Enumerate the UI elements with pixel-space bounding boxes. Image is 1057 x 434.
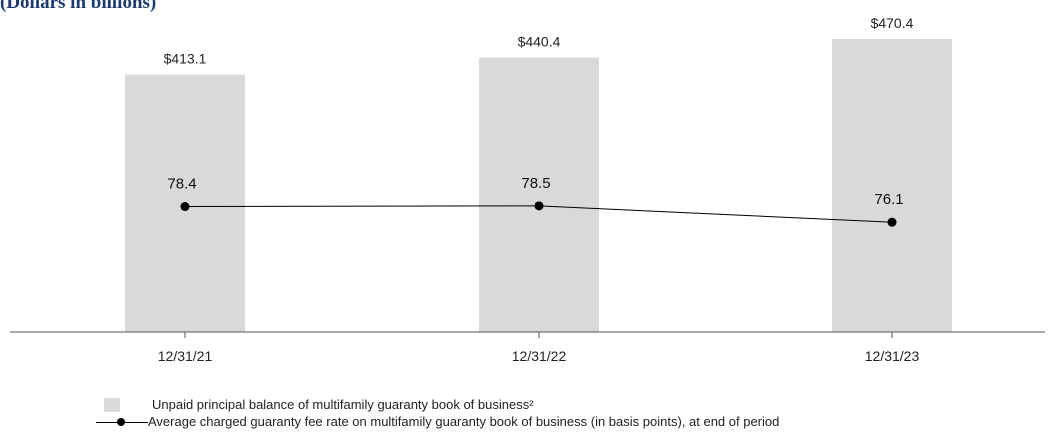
x-tick-label: 12/31/21 <box>158 348 213 364</box>
bar-value-label: $413.1 <box>164 51 207 67</box>
bar-value-label: $470.4 <box>871 15 914 31</box>
legend-swatch-bar <box>104 397 120 412</box>
legend-label-bar: Unpaid principal balance of multifamily … <box>152 397 534 412</box>
legend-item-line: Average charged guaranty fee rate on mul… <box>96 413 779 430</box>
fee-rate-label: 78.4 <box>167 176 196 193</box>
fee-rate-label: 76.1 <box>874 191 903 208</box>
bar <box>832 38 952 332</box>
chart-title: (Dollars in billions) <box>0 0 157 13</box>
fee-rate-label: 78.5 <box>521 175 550 192</box>
bar <box>479 57 599 332</box>
legend-swatch-line <box>96 415 148 429</box>
fee-rate-point <box>180 202 190 212</box>
chart-canvas: $413.1 $440.4 $470.4 12/31/21 12/31/22 12/31/… <box>10 15 1045 364</box>
legend: Unpaid principal balance of multifamily … <box>96 396 779 430</box>
fee-rate-point <box>534 201 544 211</box>
x-tick-label: 12/31/23 <box>865 348 920 364</box>
legend-item-bar: Unpaid principal balance of multifamily … <box>96 396 779 413</box>
bar-value-label: $440.4 <box>518 34 561 50</box>
fee-rate-point <box>887 217 897 227</box>
legend-label-line: Average charged guaranty fee rate on mul… <box>148 414 780 429</box>
x-tick-label: 12/31/22 <box>512 348 567 364</box>
